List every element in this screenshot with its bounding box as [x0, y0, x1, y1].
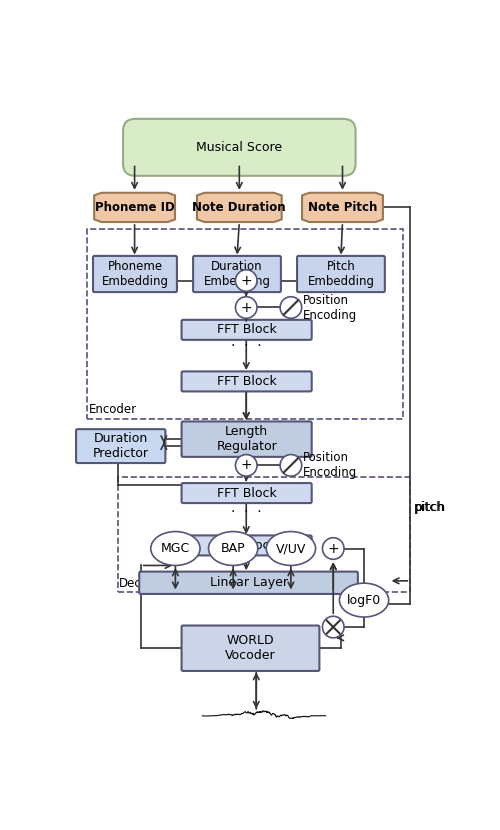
- Text: FFT Block: FFT Block: [217, 324, 276, 336]
- Text: Note Pitch: Note Pitch: [308, 201, 377, 214]
- Text: logF0: logF0: [347, 593, 381, 607]
- Text: +: +: [328, 541, 339, 555]
- FancyBboxPatch shape: [193, 256, 281, 292]
- Circle shape: [236, 270, 257, 291]
- Ellipse shape: [266, 531, 316, 565]
- Text: Phoneme ID: Phoneme ID: [94, 201, 174, 214]
- Text: +: +: [240, 458, 252, 472]
- Bar: [118, 477, 410, 593]
- FancyBboxPatch shape: [297, 256, 385, 292]
- FancyBboxPatch shape: [182, 371, 312, 392]
- Text: FFT Block: FFT Block: [217, 486, 276, 500]
- Text: V/UV: V/UV: [276, 542, 306, 555]
- FancyBboxPatch shape: [182, 535, 312, 555]
- Text: WORLD
Vocoder: WORLD Vocoder: [225, 634, 276, 662]
- Ellipse shape: [151, 531, 200, 565]
- Text: Note Duration: Note Duration: [192, 201, 286, 214]
- Text: ·  ·  ·: · · ·: [231, 339, 262, 353]
- FancyBboxPatch shape: [182, 626, 320, 671]
- Text: Position
Encoding: Position Encoding: [302, 294, 356, 321]
- Text: FFT Block: FFT Block: [217, 375, 276, 388]
- Ellipse shape: [340, 583, 388, 617]
- Text: Duration
Embedding: Duration Embedding: [204, 260, 270, 288]
- Polygon shape: [197, 193, 281, 222]
- Text: Length
Regulator: Length Regulator: [216, 425, 277, 453]
- Circle shape: [236, 296, 257, 318]
- Ellipse shape: [208, 531, 258, 565]
- Text: Position
Encoding: Position Encoding: [302, 452, 356, 480]
- FancyBboxPatch shape: [182, 422, 312, 456]
- Text: Decoder: Decoder: [119, 577, 169, 589]
- Text: Linear Layer: Linear Layer: [210, 576, 288, 589]
- Text: +: +: [240, 274, 252, 287]
- Text: FFT Block: FFT Block: [217, 539, 276, 552]
- FancyBboxPatch shape: [76, 429, 166, 463]
- FancyBboxPatch shape: [139, 572, 358, 594]
- Text: Pitch
Embedding: Pitch Embedding: [308, 260, 374, 288]
- Text: BAP: BAP: [221, 542, 246, 555]
- Text: MGC: MGC: [161, 542, 190, 555]
- Text: pitch: pitch: [414, 501, 445, 515]
- Text: +: +: [240, 300, 252, 315]
- Text: Musical Score: Musical Score: [196, 141, 282, 154]
- Text: ·  ·  ·: · · ·: [231, 505, 262, 519]
- Bar: [87, 229, 402, 419]
- Text: pitch: pitch: [415, 501, 446, 515]
- FancyBboxPatch shape: [182, 320, 312, 339]
- FancyBboxPatch shape: [93, 256, 177, 292]
- Circle shape: [322, 616, 344, 637]
- Circle shape: [280, 455, 301, 476]
- FancyBboxPatch shape: [123, 119, 356, 176]
- Text: Phoneme
Embedding: Phoneme Embedding: [102, 260, 168, 288]
- Polygon shape: [302, 193, 383, 222]
- Polygon shape: [94, 193, 175, 222]
- Circle shape: [322, 538, 344, 559]
- Circle shape: [236, 455, 257, 476]
- Circle shape: [280, 296, 301, 318]
- FancyBboxPatch shape: [182, 483, 312, 503]
- Text: Encoder: Encoder: [88, 403, 136, 417]
- Text: Duration
Predictor: Duration Predictor: [92, 432, 148, 460]
